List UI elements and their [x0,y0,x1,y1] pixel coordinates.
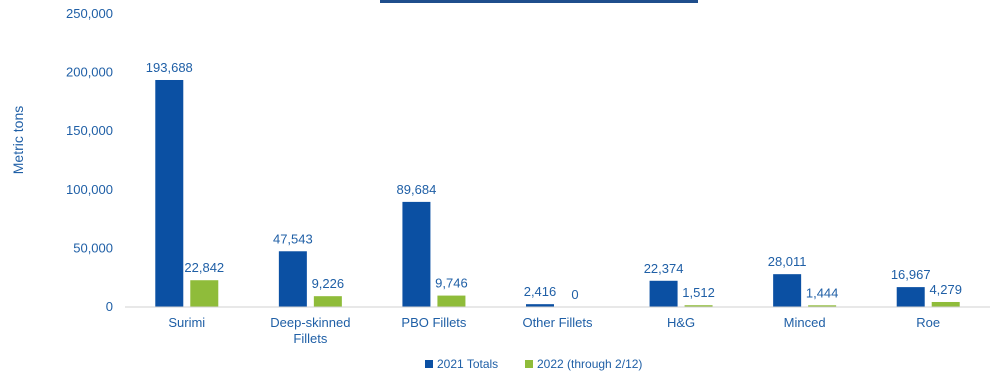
legend-swatch [425,360,433,368]
data-labels: 193,688 22,842 47,543 9,226 89,684 9,746 2,416… [146,60,962,302]
bar-2021 [896,287,925,307]
data-label: 47,543 [273,231,313,246]
title-underline [380,0,698,3]
bar-2022 [931,301,960,307]
data-label: 22,842 [184,260,224,275]
legend-label: 2022 (through 2/12) [537,357,642,371]
data-label: 4,279 [929,282,962,297]
legend-swatch [525,360,533,368]
x-tick-label: PBO Fillets [401,315,467,330]
x-tick-label: Deep-skinned [270,315,350,330]
data-label: 22,374 [644,261,684,276]
data-label: 9,226 [312,276,345,291]
y-tick-label: 0 [106,299,113,314]
bars [155,79,960,307]
y-tick-label: 150,000 [66,123,113,138]
data-label: 1,512 [682,285,715,300]
bar-2022 [684,305,713,307]
bar-2022 [437,295,466,307]
y-tick-label: 200,000 [66,65,113,80]
data-label: 28,011 [768,254,807,269]
legend-label: 2021 Totals [437,357,498,371]
data-label: 9,746 [435,276,468,291]
bar-2022 [313,296,342,307]
bar-2021 [773,274,802,307]
data-label: 193,688 [146,60,193,75]
bar-2021 [526,304,554,307]
bar-2021 [278,251,307,307]
x-tick-label: H&G [667,315,695,330]
bar-2022 [808,305,837,307]
bar-2022 [190,280,219,307]
x-tick-label: Roe [916,315,940,330]
x-tick-label: Other Fillets [522,315,593,330]
data-label: 16,967 [891,267,931,282]
data-label: 1,444 [806,285,839,300]
x-tick-label: Minced [784,315,826,330]
y-tick-label: 100,000 [66,182,113,197]
y-axis-ticks: 0 50,000 100,000 150,000 200,000 250,000 [66,6,113,314]
y-axis-label: Metric tons [10,106,26,174]
bar-2021 [649,280,678,307]
y-tick-label: 250,000 [66,6,113,21]
data-label: 0 [571,287,578,302]
y-tick-label: 50,000 [73,240,113,255]
x-tick-label: Fillets [293,331,327,346]
legend: 2021 Totals 2022 (through 2/12) [425,357,642,371]
data-label: 2,416 [524,284,557,299]
x-tick-label: Surimi [168,315,205,330]
data-label: 89,684 [397,182,437,197]
bar-2021 [155,79,184,307]
bar-2021 [402,201,431,307]
